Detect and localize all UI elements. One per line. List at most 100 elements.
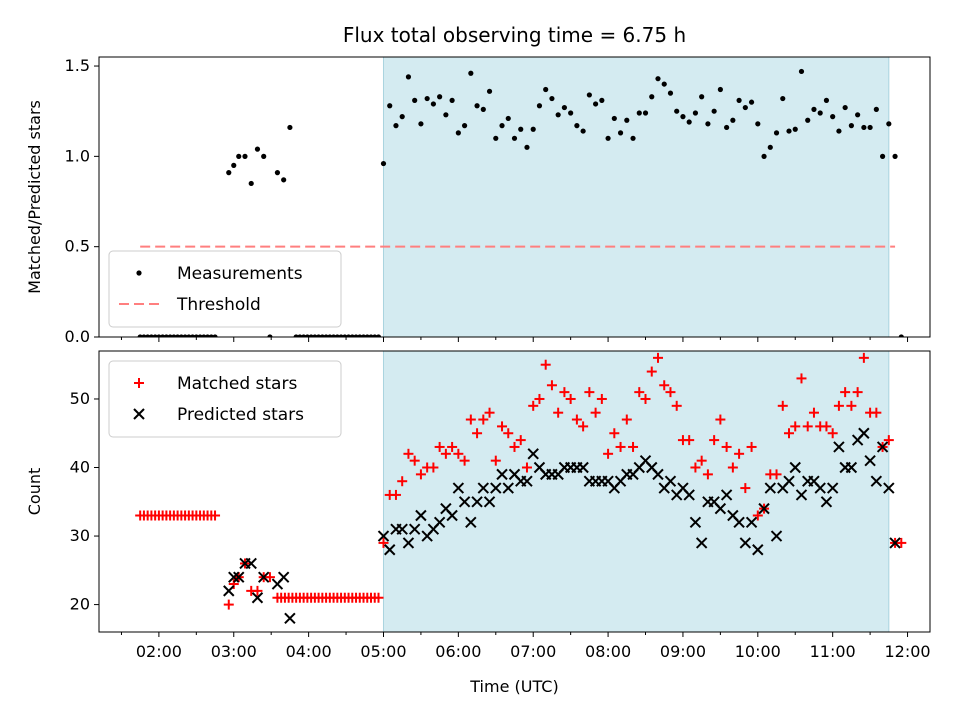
matched-stars-point [590, 407, 601, 418]
predicted-stars-point [458, 496, 471, 508]
measurements-point [886, 121, 892, 127]
predicted-stars-point [876, 441, 889, 453]
legend-label: Measurements [177, 264, 303, 284]
predicted-stars-point [739, 537, 752, 549]
measurements-point [418, 121, 424, 127]
matched-stars-point [484, 407, 495, 418]
predicted-stars-point [384, 544, 396, 556]
measurements-point [287, 124, 293, 131]
matched-stars-point [378, 537, 389, 548]
matched-stars-point [453, 448, 464, 459]
matched-stars-point [628, 441, 639, 452]
matched-stars-point [833, 400, 844, 411]
x-tick-label: 04:00 [286, 642, 332, 661]
measurements-point [836, 128, 842, 134]
measurements-point [461, 123, 468, 129]
measurements-point [375, 334, 382, 337]
matched-stars-point [403, 448, 414, 459]
measurements-point [393, 123, 399, 129]
measurements-point [586, 92, 592, 98]
x-tick-label: 08:00 [585, 642, 631, 661]
measurements-point [430, 101, 436, 107]
plot-frame [98, 350, 931, 633]
measurements-point [248, 180, 254, 187]
matched-stars-point [472, 428, 483, 439]
legend-box [108, 360, 342, 438]
predicted-stars-point [745, 516, 758, 529]
measurements-point [387, 103, 393, 109]
matched-stars-point [621, 414, 632, 425]
x-tick-label: 02:00 [136, 642, 182, 661]
predicted-stars-point [826, 482, 839, 494]
measurements-point [555, 112, 561, 118]
predicted-stars-point [490, 482, 502, 494]
matched-stars-point [223, 599, 234, 610]
matched-stars-point [858, 352, 869, 363]
y-tick-label: 0.0 [65, 327, 90, 346]
matched-stars-point [659, 380, 670, 391]
x-axis-label: Time (UTC) [469, 677, 558, 696]
matched-stars-point [646, 366, 657, 377]
matched-stars-point [696, 455, 707, 466]
matched-stars-point [409, 455, 420, 466]
matched-stars-point [771, 469, 782, 480]
matched-stars-point [852, 387, 863, 398]
measurements-point [261, 153, 267, 159]
matched-stars-point [896, 537, 907, 548]
matched-stars-point [634, 387, 645, 398]
measurements-point [898, 334, 904, 337]
legend-measurements-marker [136, 270, 142, 276]
matched-stars-point [210, 510, 221, 521]
measurements-point [281, 177, 287, 183]
y-tick-label: 20 [70, 595, 90, 614]
measurements-point [474, 103, 480, 109]
y-axis-label: Count [25, 468, 44, 516]
matched-stars-point [727, 462, 738, 473]
matched-stars-point [465, 414, 476, 425]
measurements-point [380, 160, 387, 167]
legend-box [108, 250, 342, 328]
predicted-stars-point [446, 509, 458, 522]
legend: Matched stars Predicted stars [108, 360, 342, 438]
measurements-point [611, 115, 617, 122]
measurements-point [748, 99, 755, 105]
measurements-point [242, 153, 248, 159]
measurements-point [680, 114, 686, 120]
predicted-stars-point [408, 523, 421, 535]
measurements-point [231, 162, 237, 168]
predicted-stars-point [870, 475, 883, 487]
matched-stars-point [397, 476, 408, 487]
measurements-point [412, 97, 418, 103]
measurements-point [755, 121, 761, 127]
measurements-point [505, 115, 511, 122]
matched-stars-point [252, 585, 263, 596]
matched-stars-point [565, 393, 576, 404]
matched-stars-point [840, 387, 851, 398]
matched-stars-point [415, 469, 426, 480]
predicted-stars-point [502, 482, 514, 494]
predicted-stars-point [695, 537, 708, 549]
measurements-point [511, 135, 518, 141]
predicted-stars-point [284, 612, 296, 624]
predicted-stars-point [720, 489, 733, 501]
x-tick-label: 05:00 [360, 642, 406, 661]
matched-stars-point [709, 435, 720, 446]
measurements-point [674, 108, 680, 114]
legend-matched-stars-marker [134, 378, 144, 388]
measurements-point [811, 106, 817, 112]
predicted-stars-point [864, 454, 876, 467]
y-tick-label: 30 [70, 526, 90, 545]
predicted-stars-point [452, 482, 465, 494]
predicted-stars-point [251, 592, 264, 604]
predicted-stars-point [228, 571, 240, 583]
predicted-stars-point [714, 502, 727, 515]
matched-stars-point [559, 387, 570, 398]
measurements-point [636, 110, 642, 116]
matched-stars-point [584, 387, 595, 398]
measurements-point [605, 135, 611, 141]
matched-stars-point [478, 414, 489, 425]
measurements-point [624, 117, 630, 123]
matched-stars-point [640, 393, 651, 404]
measurements-point [274, 170, 281, 176]
measurements-point [499, 123, 505, 129]
